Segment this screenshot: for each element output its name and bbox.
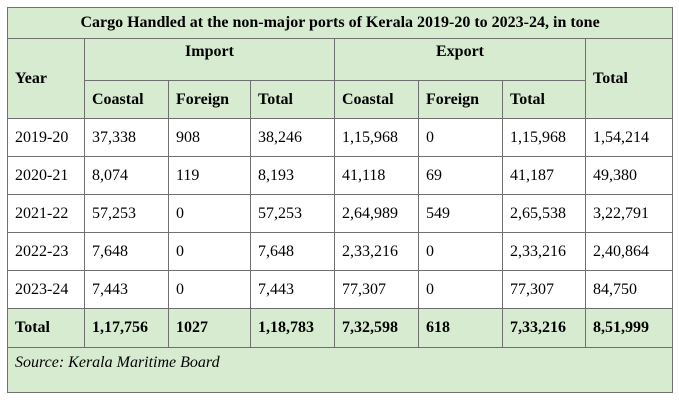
cell-import-total: 38,246 <box>250 118 335 157</box>
cell-grand-total: 3,22,791 <box>584 194 674 233</box>
cell-import-foreign: 0 <box>168 232 251 271</box>
header-import: Import <box>84 38 335 81</box>
cell-import-total: 7,648 <box>250 232 335 271</box>
cell-export-foreign: 69 <box>418 156 503 195</box>
table-row: 2022-23 7,648 0 7,648 2,33,216 0 2,33,21… <box>7 232 674 271</box>
cell-year: 2020-21 <box>7 156 85 195</box>
header-import-total: Total <box>250 80 335 119</box>
cell-export-total: 2,65,538 <box>502 194 586 233</box>
cell-export-total: 2,33,216 <box>502 232 586 271</box>
cell-year: 2022-23 <box>7 232 85 271</box>
cell-import-foreign: 908 <box>168 118 251 157</box>
header-import-foreign: Foreign <box>168 80 251 119</box>
header-export-foreign: Foreign <box>418 80 503 119</box>
header-export-total: Total <box>502 80 586 119</box>
cell-import-foreign: 0 <box>168 270 251 309</box>
header-import-coastal: Coastal <box>84 80 169 119</box>
cell-grand-total: 84,750 <box>584 270 674 309</box>
cell-export-total: 1,15,968 <box>502 118 586 157</box>
source-note: Source: Kerala Maritime Board <box>6 347 674 393</box>
header-year: Year <box>7 38 85 119</box>
cell-import-coastal: 7,443 <box>84 270 169 309</box>
total-import-coastal: 1,17,756 <box>84 308 169 348</box>
cell-import-coastal: 7,648 <box>84 232 169 271</box>
cell-export-total: 77,307 <box>502 270 586 309</box>
table-row: 2020-21 8,074 119 8,193 41,118 69 41,187… <box>7 156 674 195</box>
cell-export-foreign: 549 <box>418 194 503 233</box>
table-row: 2019-20 37,338 908 38,246 1,15,968 0 1,1… <box>7 118 674 157</box>
cell-import-total: 57,253 <box>250 194 335 233</box>
cell-import-total: 8,193 <box>250 156 335 195</box>
total-row: Total 1,17,756 1027 1,18,783 7,32,598 61… <box>7 308 674 348</box>
cell-import-total: 7,443 <box>250 270 335 309</box>
cargo-table-container: Cargo Handled at the non-major ports of … <box>6 7 674 393</box>
table-title: Cargo Handled at the non-major ports of … <box>6 7 674 39</box>
total-label: Total <box>7 308 85 348</box>
cell-export-coastal: 2,33,216 <box>334 232 419 271</box>
cell-import-coastal: 57,253 <box>84 194 169 233</box>
cell-grand-total: 2,40,864 <box>584 232 674 271</box>
cell-year: 2023-24 <box>7 270 85 309</box>
header-export-coastal: Coastal <box>334 80 419 119</box>
table-row: 2021-22 57,253 0 57,253 2,64,989 549 2,6… <box>7 194 674 233</box>
total-export-foreign: 618 <box>418 308 503 348</box>
cell-export-coastal: 77,307 <box>334 270 419 309</box>
cell-export-coastal: 2,64,989 <box>334 194 419 233</box>
cell-export-foreign: 0 <box>418 118 503 157</box>
header-total: Total <box>584 38 674 119</box>
cell-import-coastal: 37,338 <box>84 118 169 157</box>
cell-grand-total: 1,54,214 <box>584 118 674 157</box>
total-export-total: 7,33,216 <box>502 308 586 348</box>
cell-year: 2019-20 <box>7 118 85 157</box>
total-export-coastal: 7,32,598 <box>334 308 419 348</box>
table-row: 2023-24 7,443 0 7,443 77,307 0 77,307 84… <box>7 270 674 309</box>
cell-year: 2021-22 <box>7 194 85 233</box>
cell-export-foreign: 0 <box>418 232 503 271</box>
cell-export-foreign: 0 <box>418 270 503 309</box>
cell-import-foreign: 119 <box>168 156 251 195</box>
total-import-foreign: 1027 <box>168 308 251 348</box>
cargo-table: Cargo Handled at the non-major ports of … <box>6 7 674 393</box>
cell-export-total: 41,187 <box>502 156 586 195</box>
header-export: Export <box>334 38 586 81</box>
cell-grand-total: 49,380 <box>584 156 674 195</box>
total-import-total: 1,18,783 <box>250 308 335 348</box>
cell-import-foreign: 0 <box>168 194 251 233</box>
total-grand-total: 8,51,999 <box>584 308 674 348</box>
cell-import-coastal: 8,074 <box>84 156 169 195</box>
cell-export-coastal: 1,15,968 <box>334 118 419 157</box>
cell-export-coastal: 41,118 <box>334 156 419 195</box>
